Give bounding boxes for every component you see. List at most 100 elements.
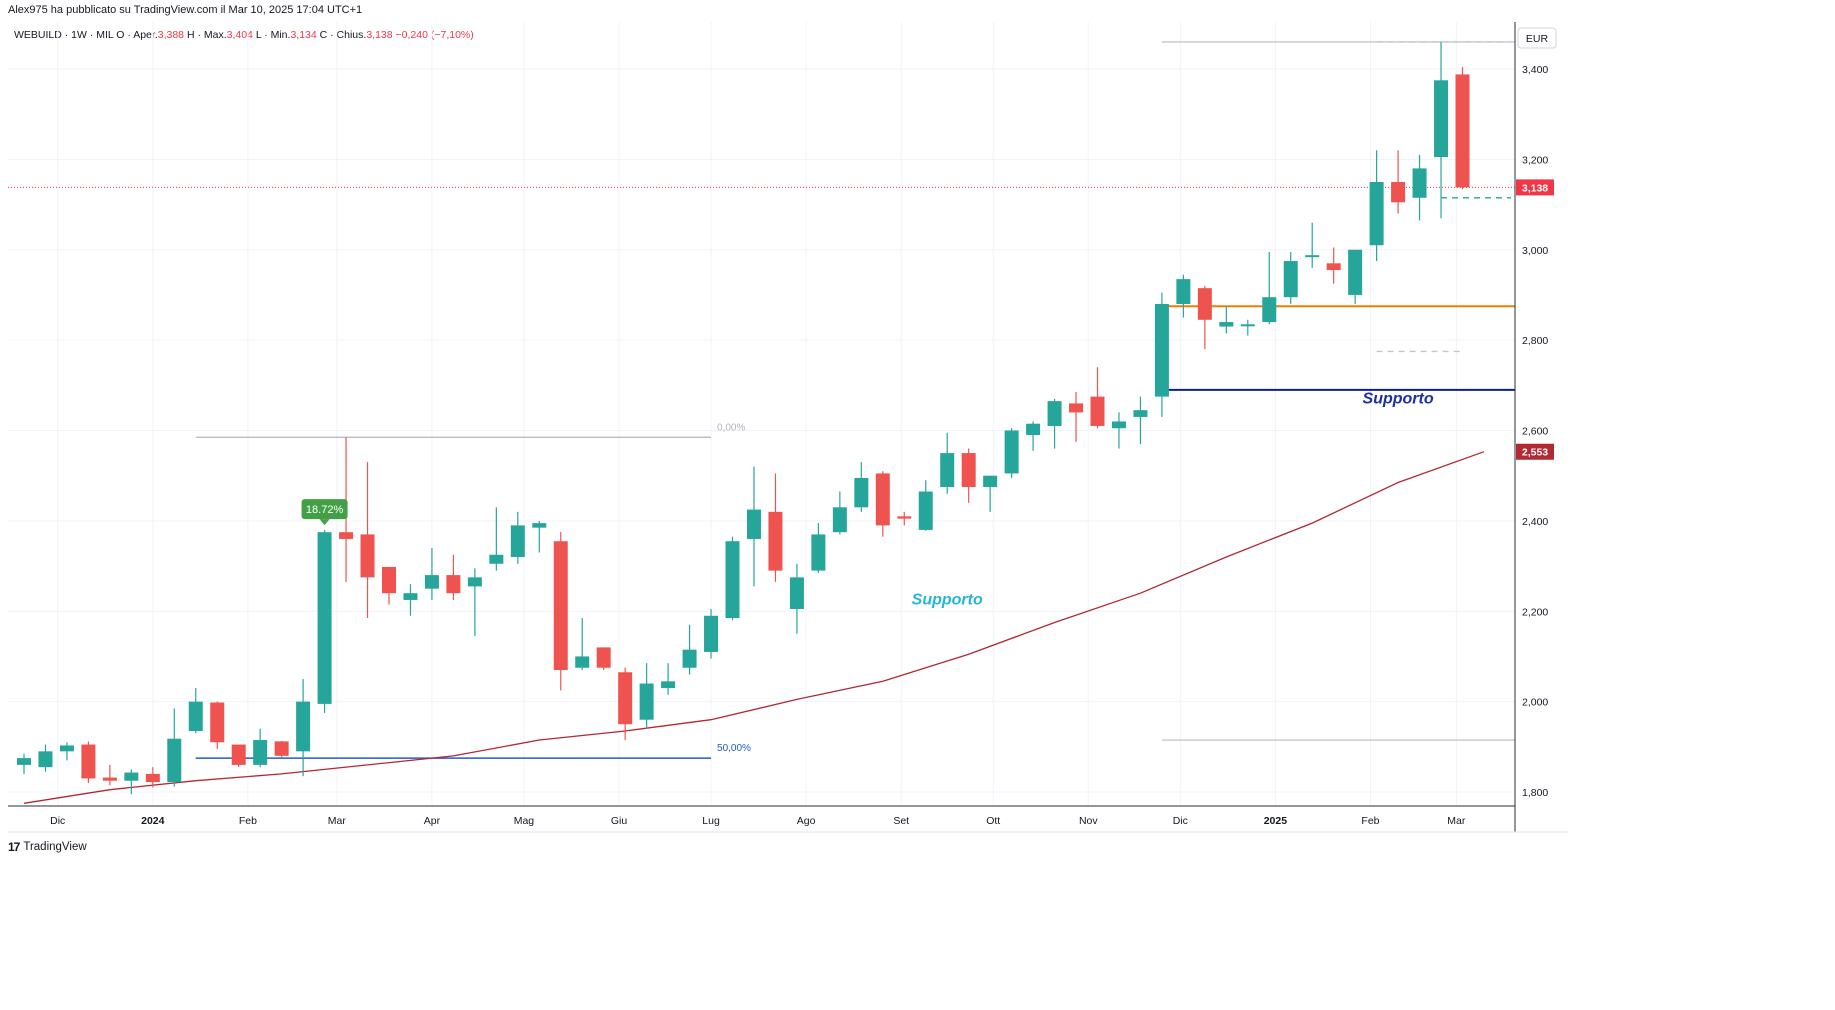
candle-body — [381, 566, 396, 594]
candle-body — [296, 701, 311, 752]
candle — [1283, 252, 1298, 304]
candle — [1111, 412, 1126, 449]
candle-body — [1434, 80, 1449, 158]
tradingview-brand[interactable]: 17 TradingView — [8, 840, 87, 854]
candle-body — [1262, 297, 1277, 323]
high-value: 3,404 — [226, 29, 253, 41]
x-tick-label: Dic — [50, 815, 65, 827]
candle — [1305, 222, 1320, 268]
x-tick-label: Set — [893, 815, 909, 827]
x-tick-label: Lug — [702, 815, 720, 827]
candle-body — [1369, 181, 1384, 246]
open-label: O · Aper. — [116, 29, 158, 41]
candle-body — [746, 509, 761, 539]
x-tick-label: Giu — [611, 815, 628, 827]
price-label-text: 3,138 — [1522, 182, 1548, 194]
candle-body — [1176, 279, 1191, 304]
currency-label: EUR — [1526, 33, 1549, 45]
candle — [961, 448, 976, 503]
candle-body — [1219, 322, 1234, 327]
candle-body — [1111, 421, 1126, 429]
candle — [1154, 292, 1169, 417]
drawing-layer: 0,00% 50,00% — [8, 41, 1515, 759]
y-tick-label: 2,800 — [1522, 335, 1548, 347]
candle — [704, 608, 719, 659]
tradingview-logo-icon: 17 — [8, 840, 20, 854]
candle — [124, 769, 139, 795]
candle-body — [704, 615, 719, 652]
candle-body — [1348, 249, 1363, 295]
candle-body — [188, 701, 203, 731]
candle-body — [446, 575, 461, 594]
candle — [596, 647, 611, 670]
candle-body — [1133, 410, 1148, 417]
x-tick-label: Dic — [1173, 815, 1188, 827]
candle — [639, 663, 654, 729]
candle-body — [961, 453, 976, 487]
axes-layer: EUR 1,800 2,000 2,200 2,400 2,600 2,800 3,000 3,… — [8, 22, 1568, 833]
symbol-name[interactable]: WEBUILD · 1W · MIL — [14, 29, 114, 41]
candle — [167, 708, 182, 787]
candle — [682, 624, 697, 675]
candle — [510, 511, 525, 564]
currency-box — [1517, 27, 1557, 49]
candle — [983, 475, 998, 512]
candle — [1197, 285, 1212, 350]
candle — [81, 741, 96, 783]
candle — [575, 618, 590, 670]
candles-layer — [17, 41, 1470, 795]
candle-body — [832, 507, 847, 533]
candle — [489, 507, 504, 571]
x-tick-label: 2025 — [1264, 815, 1288, 827]
candle-body — [639, 683, 654, 720]
candle — [1369, 150, 1384, 262]
candle — [296, 679, 311, 777]
y-tick-label: 2,200 — [1522, 606, 1548, 618]
candle — [661, 663, 676, 695]
candle — [1434, 41, 1449, 219]
change-value: −0,240 (−7,10%) — [395, 29, 474, 41]
candle — [811, 523, 826, 573]
candle-body — [875, 473, 890, 526]
y-tick-label: 2,600 — [1522, 426, 1548, 438]
candle — [59, 742, 74, 761]
candle-body — [1305, 255, 1320, 258]
high-label: H · Max. — [186, 29, 227, 41]
candle-body — [725, 541, 740, 619]
candle-body — [940, 453, 955, 487]
x-tick-label: Mar — [328, 815, 347, 827]
x-tick-label: Nov — [1079, 815, 1098, 827]
candle — [38, 744, 53, 772]
candle — [231, 744, 246, 768]
y-tick-label: 2,400 — [1522, 516, 1548, 528]
candle — [875, 471, 890, 537]
brand-name: TradingView — [23, 841, 87, 853]
candle-body — [317, 532, 332, 704]
candle — [553, 532, 568, 691]
candle-body — [59, 745, 74, 752]
price-label-box — [1516, 179, 1554, 196]
candle — [210, 701, 225, 750]
candle-body — [918, 491, 933, 530]
candle — [1326, 247, 1341, 284]
candle — [1026, 421, 1041, 451]
candle-body — [1154, 303, 1169, 397]
low-label: L · Min. — [255, 29, 291, 41]
candle — [618, 667, 633, 741]
moving-average-layer — [23, 451, 1485, 804]
candle — [17, 753, 31, 774]
candle — [446, 554, 461, 600]
y-tick-label: 1,800 — [1522, 787, 1548, 799]
fib-level-label: 0,00% — [717, 422, 745, 433]
candle-body — [532, 523, 547, 528]
annotation-layer: 18.72% Supporto Supporto — [301, 390, 1434, 608]
candle — [1069, 392, 1084, 442]
price-chart[interactable]: 0,00% 50,00% 18.72% Supporto Supporto EUR 1,… — [0, 0, 1568, 861]
candle-body — [789, 577, 804, 609]
candle-body — [553, 541, 568, 670]
candle — [532, 520, 547, 553]
candle-body — [510, 525, 525, 558]
candle-body — [489, 554, 504, 564]
candle — [768, 473, 783, 582]
price-label-text: 2,553 — [1522, 447, 1548, 459]
